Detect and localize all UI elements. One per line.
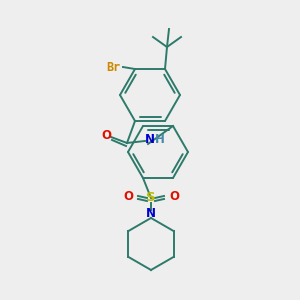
Text: Br: Br	[106, 61, 120, 74]
Text: N: N	[146, 208, 156, 220]
Text: O: O	[169, 190, 179, 203]
Text: O: O	[123, 190, 133, 203]
Text: N: N	[145, 134, 155, 146]
Text: H: H	[155, 134, 165, 146]
Text: O: O	[101, 130, 111, 142]
Text: S: S	[146, 191, 156, 205]
